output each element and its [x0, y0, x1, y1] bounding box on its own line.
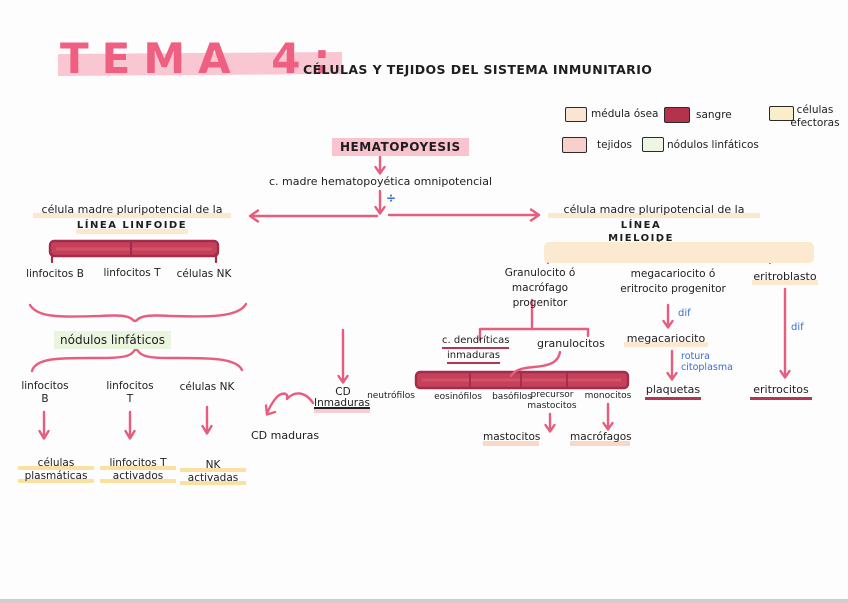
lymphoid-blood-bar — [48, 239, 220, 264]
hematopoyesis-title: HEMATOPOYESIS — [332, 138, 469, 156]
page-subtitle: CÉLULAS Y TEJIDOS DEL SISTEMA INMUNITARI… — [303, 62, 653, 77]
prog-eritroblasto: eritroblasto — [752, 270, 818, 285]
legend-label-celulas-efectoras: células efectoras — [790, 104, 840, 129]
prog-granulocito-macrofago: Granulocito ó macrófago progenitor — [504, 267, 576, 309]
arrow-to-cd-inmaduras — [337, 328, 349, 384]
arrow-t-to-activated — [124, 410, 136, 440]
arrow-mega-to-plaquetas — [666, 349, 678, 381]
legend-swatch-tejidos — [562, 137, 587, 153]
neutrofilos-label: neutrófilos — [367, 391, 415, 401]
rotura-citoplasma-label: rotura citoplasma — [681, 351, 733, 373]
bar-label-linfocitos-t: linfocitos T — [103, 267, 161, 279]
page-title: TEMA 4: — [60, 34, 344, 83]
arrow-b-to-plasma — [38, 410, 50, 440]
linfocitos-t-activados-label: linfocitos T activados — [100, 457, 176, 483]
dif-label-eritrocitos: dif — [791, 322, 804, 333]
precursor-mastocitos-label: precursor mastocitos — [527, 390, 577, 411]
node-col-linfocitos-b: linfocitos B — [21, 380, 69, 405]
plaquetas-label: plaquetas — [645, 383, 701, 400]
megacariocito-label: megacariocito — [624, 332, 708, 347]
arrow-precursor-to-mastocitos — [544, 412, 556, 433]
lymphoid-head-line1: célula madre pluripotencial de la — [33, 203, 231, 218]
node-col-linfocitos-t: linfocitos T — [106, 380, 154, 405]
cd-inmaduras-line2: Inmaduras — [314, 397, 370, 413]
mastocitos-label: mastocitos — [483, 431, 540, 446]
arrow-root-to-stemcell — [374, 155, 386, 175]
lymphoid-head-line2: LÍNEA LINFOIDE — [76, 219, 188, 234]
macrofagos-label: macrófagos — [570, 431, 632, 446]
monocitos-label: monocitos — [584, 391, 632, 401]
legend-label-sangre: sangre — [696, 109, 732, 121]
cd-maduras-label: CD maduras — [251, 429, 320, 442]
nk-activadas-label: NK activadas — [180, 459, 246, 485]
eritrocitos-label: eritrocitos — [750, 383, 812, 400]
eosinofilos-label: eosinófilos — [434, 392, 482, 402]
c-dendriticas-line2: inmaduras — [447, 349, 501, 364]
arrow-to-myeloid — [387, 208, 541, 222]
legend-label-tejidos: tejidos — [597, 139, 632, 151]
arrow-cd-to-maduras — [264, 392, 315, 416]
page-edge — [0, 599, 848, 603]
prog-megacariocito-eritrocito: megacariocito ó eritrocito progenitor — [620, 268, 726, 295]
arrow-eritroblasto-dif — [779, 287, 791, 379]
dif-label-megacariocito: dif — [678, 308, 691, 319]
legend-swatch-celulas-efectoras — [769, 106, 794, 121]
c-dendriticas-line1: c. dendríticas — [442, 334, 510, 349]
bar-label-celulas-nk: células NK — [176, 268, 232, 280]
arrow-nk-to-activated — [201, 405, 213, 435]
legend-swatch-medula-osea — [565, 107, 587, 122]
celulas-plasmaticas-label: células plasmáticas — [18, 457, 94, 483]
arrow-stemcell-split — [374, 189, 386, 215]
bar-label-linfocitos-b: linfocitos B — [26, 268, 84, 280]
arrow-monocitos-to-macrofagos — [602, 402, 614, 431]
basofilos-label: basófilos — [492, 392, 532, 402]
curve-granulocitos-to-bar — [509, 350, 562, 378]
legend-label-medula-osea: médula ósea — [591, 108, 659, 120]
nodulos-linfaticos-label: nódulos linfáticos — [54, 331, 171, 349]
legend-label-nodulos-linfaticos: nódulos linfáticos — [667, 139, 759, 151]
myeloid-head-line1: célula madre pluripotencial de la — [548, 203, 760, 218]
legend-swatch-nodulos-linfaticos — [642, 137, 664, 152]
stem-cell-label: c. madre hematopoyética omnipotencial — [268, 175, 493, 188]
division-symbol: ÷ — [386, 191, 397, 205]
myeloid-blood-bar — [414, 370, 630, 390]
arrow-prog2-dif — [662, 303, 674, 329]
granulocitos-label: granulocitos — [537, 337, 605, 350]
brace-cells-to-nodes — [28, 302, 248, 323]
node-col-celulas-nk: células NK — [179, 381, 235, 393]
myeloid-highlight-band — [544, 242, 814, 263]
legend-swatch-sangre — [664, 107, 690, 123]
brace-nodes-to-cells — [30, 348, 244, 373]
arrow-to-lymphoid — [248, 209, 379, 223]
cd-inmaduras-line1: CD — [335, 386, 351, 398]
